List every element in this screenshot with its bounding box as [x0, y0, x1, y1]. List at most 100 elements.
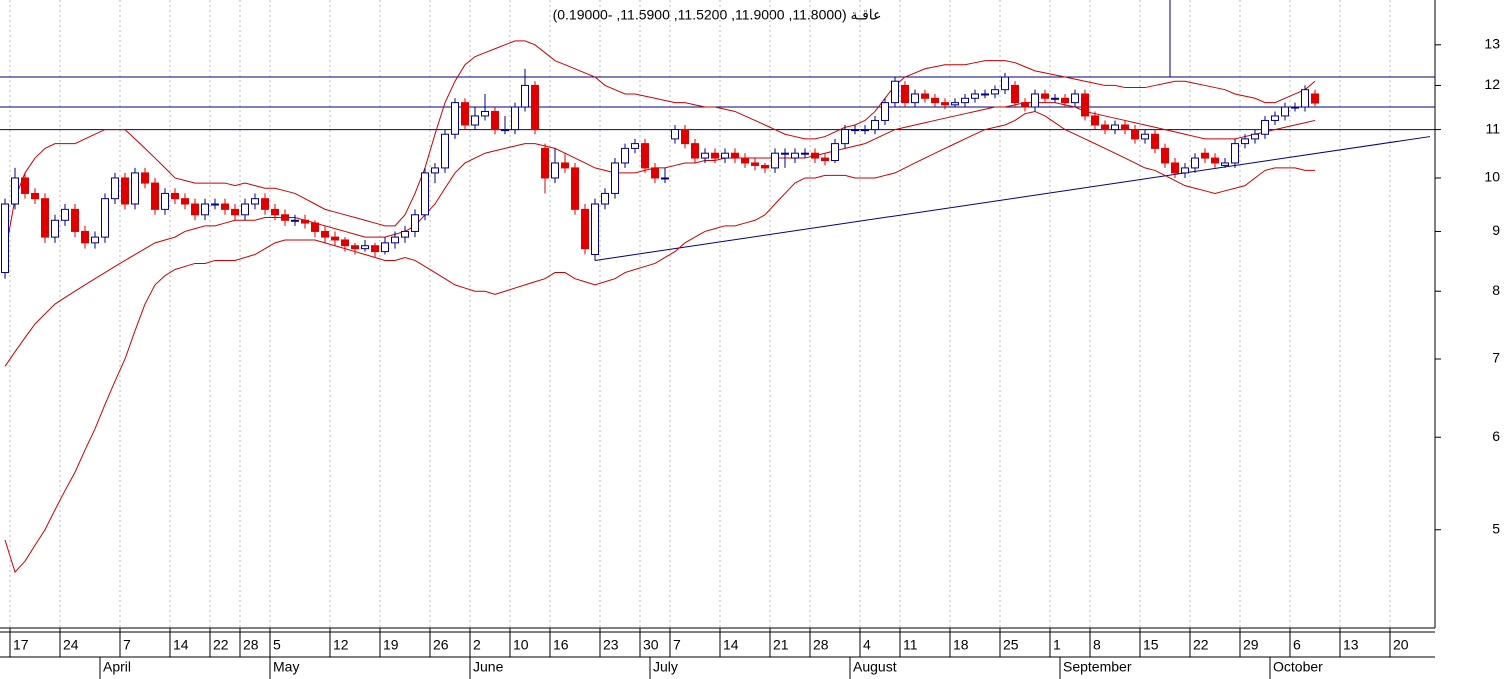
- y-tick-label: 5: [1492, 520, 1500, 536]
- candle-body: [71, 208, 79, 232]
- candle-body: [371, 245, 379, 253]
- candle-body: [591, 203, 599, 256]
- candle-body: [1161, 147, 1169, 164]
- month-label: May: [273, 659, 299, 675]
- x-tick-label: 2: [473, 637, 481, 653]
- candle-body: [691, 143, 699, 159]
- x-tick-label: 13: [1343, 637, 1359, 653]
- candle-body: [141, 172, 149, 184]
- candle-body: [1191, 157, 1199, 169]
- x-tick-label: 8: [1093, 637, 1101, 653]
- candle-body: [1061, 97, 1069, 104]
- lower-band: [4, 110, 1315, 574]
- candle-body: [721, 152, 729, 159]
- candle-body: [471, 115, 479, 126]
- x-tick-label: 7: [673, 637, 681, 653]
- candle-body: [761, 164, 769, 169]
- candle-body: [681, 129, 689, 145]
- y-tick-label: 7: [1492, 350, 1500, 366]
- candle-body: [1281, 106, 1289, 117]
- candle-body: [1211, 157, 1219, 164]
- candle-body: [1151, 133, 1159, 149]
- candle-body: [551, 162, 559, 179]
- candle-body: [1021, 102, 1029, 108]
- candle-body: [601, 192, 609, 205]
- candle-body: [1181, 167, 1189, 174]
- candle-body: [621, 147, 629, 164]
- candle-body: [891, 80, 899, 104]
- candle-body: [171, 192, 179, 200]
- candle-body: [181, 198, 189, 205]
- candle-body: [811, 152, 819, 159]
- x-tick-label: 15: [1143, 637, 1159, 653]
- candle-body: [911, 93, 919, 104]
- candle-body: [11, 177, 19, 205]
- candle-body: [651, 167, 659, 179]
- candle-body: [1, 203, 9, 274]
- candle-body: [871, 119, 879, 131]
- candle-body: [1131, 129, 1139, 140]
- candle-body: [1011, 84, 1019, 104]
- candle-body: [781, 152, 789, 155]
- x-tick-label: 21: [773, 637, 789, 653]
- candle-body: [411, 214, 419, 232]
- candle-body: [671, 129, 679, 140]
- candle-body: [1231, 143, 1239, 164]
- candle-body: [51, 219, 59, 238]
- candle-body: [111, 177, 119, 200]
- y-tick-label: 12: [1484, 76, 1500, 92]
- candle-body: [381, 242, 389, 253]
- candle-body: [91, 236, 99, 244]
- candle-body: [511, 106, 519, 131]
- candle-body: [701, 152, 709, 159]
- candle-body: [1081, 93, 1089, 117]
- candle-body: [861, 129, 869, 132]
- candle-body: [81, 230, 89, 244]
- y-tick-label: 9: [1492, 222, 1500, 238]
- x-tick-label: 23: [603, 637, 619, 653]
- x-tick-label: 19: [383, 637, 399, 653]
- y-tick-label: 10: [1484, 169, 1500, 185]
- candle-body: [951, 102, 959, 106]
- candle-body: [961, 97, 969, 104]
- candle-body: [501, 129, 509, 132]
- candle-body: [741, 157, 749, 164]
- x-tick-label: 1: [1053, 637, 1061, 653]
- candle-body: [751, 162, 759, 166]
- month-label: September: [1063, 659, 1132, 675]
- candle-body: [611, 162, 619, 194]
- x-tick-label: 24: [63, 637, 79, 653]
- candle-body: [21, 177, 29, 194]
- candle-body: [331, 236, 339, 241]
- x-tick-label: 29: [1243, 637, 1259, 653]
- candle-body: [791, 152, 799, 159]
- candle-body: [291, 219, 299, 222]
- chart-title: عاقـة (11.8000, 11.9000, 11.5200, 11.590…: [553, 7, 882, 23]
- x-tick-label: 30: [643, 637, 659, 653]
- candle-body: [881, 102, 889, 121]
- x-tick-label: 28: [243, 637, 259, 653]
- x-tick-label: 14: [173, 637, 189, 653]
- candle-body: [1271, 115, 1279, 121]
- candle-body: [341, 239, 349, 247]
- candle-body: [321, 230, 329, 238]
- upper-band: [4, 40, 1316, 255]
- x-tick-label: 20: [1393, 637, 1409, 653]
- candle-body: [31, 192, 39, 200]
- x-tick-label: 12: [333, 637, 349, 653]
- x-tick-label: 7: [123, 637, 131, 653]
- candle-body: [641, 143, 649, 169]
- candle-body: [401, 230, 409, 238]
- candle-body: [231, 208, 239, 216]
- candle-body: [251, 198, 259, 205]
- candle-body: [441, 133, 449, 169]
- candle-body: [41, 198, 49, 238]
- candle-body: [361, 245, 369, 250]
- month-label: August: [853, 659, 897, 675]
- candle-body: [1121, 124, 1129, 131]
- x-tick-label: 22: [213, 637, 229, 653]
- candle-body: [971, 93, 979, 99]
- candle-body: [851, 129, 859, 132]
- candle-body: [241, 203, 249, 216]
